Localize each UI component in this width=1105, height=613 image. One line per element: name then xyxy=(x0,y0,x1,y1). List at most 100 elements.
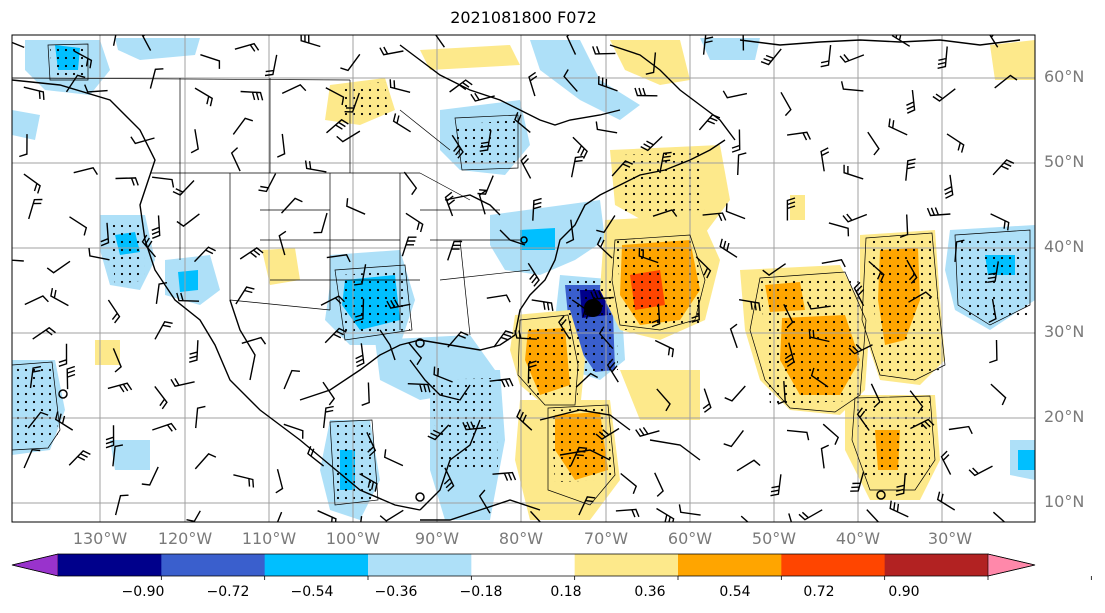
wind-barb xyxy=(493,330,514,348)
wind-barb xyxy=(281,84,307,95)
wind-barb xyxy=(946,133,965,153)
wind-barb xyxy=(447,331,469,348)
lon-label-40w: 40°W xyxy=(835,529,881,548)
wind-barb xyxy=(940,450,952,475)
wind-barb xyxy=(346,198,366,215)
wind-barb xyxy=(283,423,304,439)
wind-barb xyxy=(427,424,450,441)
wind-barb xyxy=(386,299,411,309)
wind-barb xyxy=(570,446,588,466)
wind-barb xyxy=(278,230,287,256)
wind-barb xyxy=(105,425,115,449)
wind-barb xyxy=(433,366,453,383)
wind-barb xyxy=(320,295,345,306)
wind-barb xyxy=(736,459,761,472)
wind-barb xyxy=(50,287,69,307)
wind-barb xyxy=(54,411,74,431)
wind-barb xyxy=(948,425,973,435)
wind-barb xyxy=(172,180,195,196)
wind-barb xyxy=(176,213,200,227)
lat-label-40n: 40°N xyxy=(1044,237,1085,256)
wind-barb xyxy=(107,299,121,324)
wind-barb xyxy=(760,48,782,66)
wind-barb xyxy=(23,173,41,194)
wind-barb xyxy=(786,429,810,441)
wind-barb xyxy=(634,87,658,97)
wind-barb xyxy=(906,90,916,114)
wind-barb xyxy=(68,450,91,466)
wind-barb xyxy=(870,383,881,408)
colorbar-tick-label: 0.18 xyxy=(550,584,582,600)
wind-barb xyxy=(989,35,999,48)
wind-barb xyxy=(784,342,795,367)
colorbar xyxy=(11,553,1092,580)
lon-label-110w: 110°W xyxy=(241,529,297,548)
wind-barb xyxy=(592,46,616,55)
wind-barb xyxy=(737,152,747,176)
wind-barb xyxy=(46,260,71,274)
wind-barb xyxy=(606,358,619,383)
wind-barb xyxy=(725,203,746,220)
wind-barb xyxy=(889,500,909,518)
wind-barb xyxy=(194,453,217,470)
wind-barb xyxy=(449,79,473,93)
colorbar-tick-label: −0.54 xyxy=(290,584,334,600)
wind-barb xyxy=(269,511,283,522)
wind-barb xyxy=(691,299,700,323)
wind-barb xyxy=(100,222,110,247)
map-title: 2021081800 F072 xyxy=(450,8,597,27)
wind-barb xyxy=(27,411,49,429)
wind-barb xyxy=(565,219,575,244)
wind-barb xyxy=(486,294,511,303)
lon-label-100w: 100°W xyxy=(325,529,381,548)
colorbar-bin xyxy=(161,554,266,576)
wind-barb xyxy=(702,212,727,222)
wind-barb xyxy=(596,236,613,259)
wind-barb xyxy=(868,260,885,283)
wind-barb xyxy=(596,215,616,234)
wind-barb xyxy=(170,378,195,387)
wind-barb xyxy=(152,422,177,432)
colorbar-tick-label: 0.54 xyxy=(719,584,751,600)
wind-barb xyxy=(856,407,870,431)
wind-barb xyxy=(280,197,303,214)
colorbar-tick-label: −0.18 xyxy=(459,584,503,600)
wind-barb xyxy=(12,258,24,262)
wind-barb xyxy=(770,474,782,497)
wind-barb xyxy=(141,466,159,486)
wind-barb xyxy=(968,465,993,477)
colorbar-bin xyxy=(471,554,576,576)
wind-barb xyxy=(65,74,86,93)
anomaly-contours xyxy=(12,43,1031,506)
colorbar-bin xyxy=(574,554,679,576)
wind-barb xyxy=(234,42,260,52)
wind-barb xyxy=(151,215,161,239)
wind-barb xyxy=(233,474,255,488)
wind-barb xyxy=(866,509,880,522)
lat-label-60n: 60°N xyxy=(1044,67,1085,86)
wind-barb xyxy=(678,504,701,516)
wind-barb xyxy=(786,197,796,221)
wind-barb xyxy=(891,35,911,47)
wind-barb xyxy=(571,299,590,320)
wind-barb xyxy=(820,444,829,469)
colorbar-extend-low xyxy=(11,553,59,577)
colorbar-outline xyxy=(11,553,1036,577)
wind-barb xyxy=(722,90,748,99)
wind-barb xyxy=(843,164,864,180)
colorbar-bin xyxy=(781,554,886,576)
wind-barb xyxy=(235,286,255,305)
wind-barb xyxy=(908,291,933,303)
wind-barb xyxy=(112,348,122,373)
wind-barb xyxy=(723,429,744,448)
colorbar-tick-label: −0.72 xyxy=(206,584,250,600)
lat-label-10n: 10°N xyxy=(1044,492,1085,511)
wind-barb xyxy=(888,118,908,136)
wind-barb xyxy=(895,473,906,496)
wind-barb xyxy=(447,240,463,261)
wind-barb xyxy=(848,343,873,355)
wind-barb xyxy=(656,507,675,522)
wind-barb xyxy=(514,111,531,133)
wind-barb xyxy=(532,197,542,221)
wind-barb xyxy=(635,427,660,438)
